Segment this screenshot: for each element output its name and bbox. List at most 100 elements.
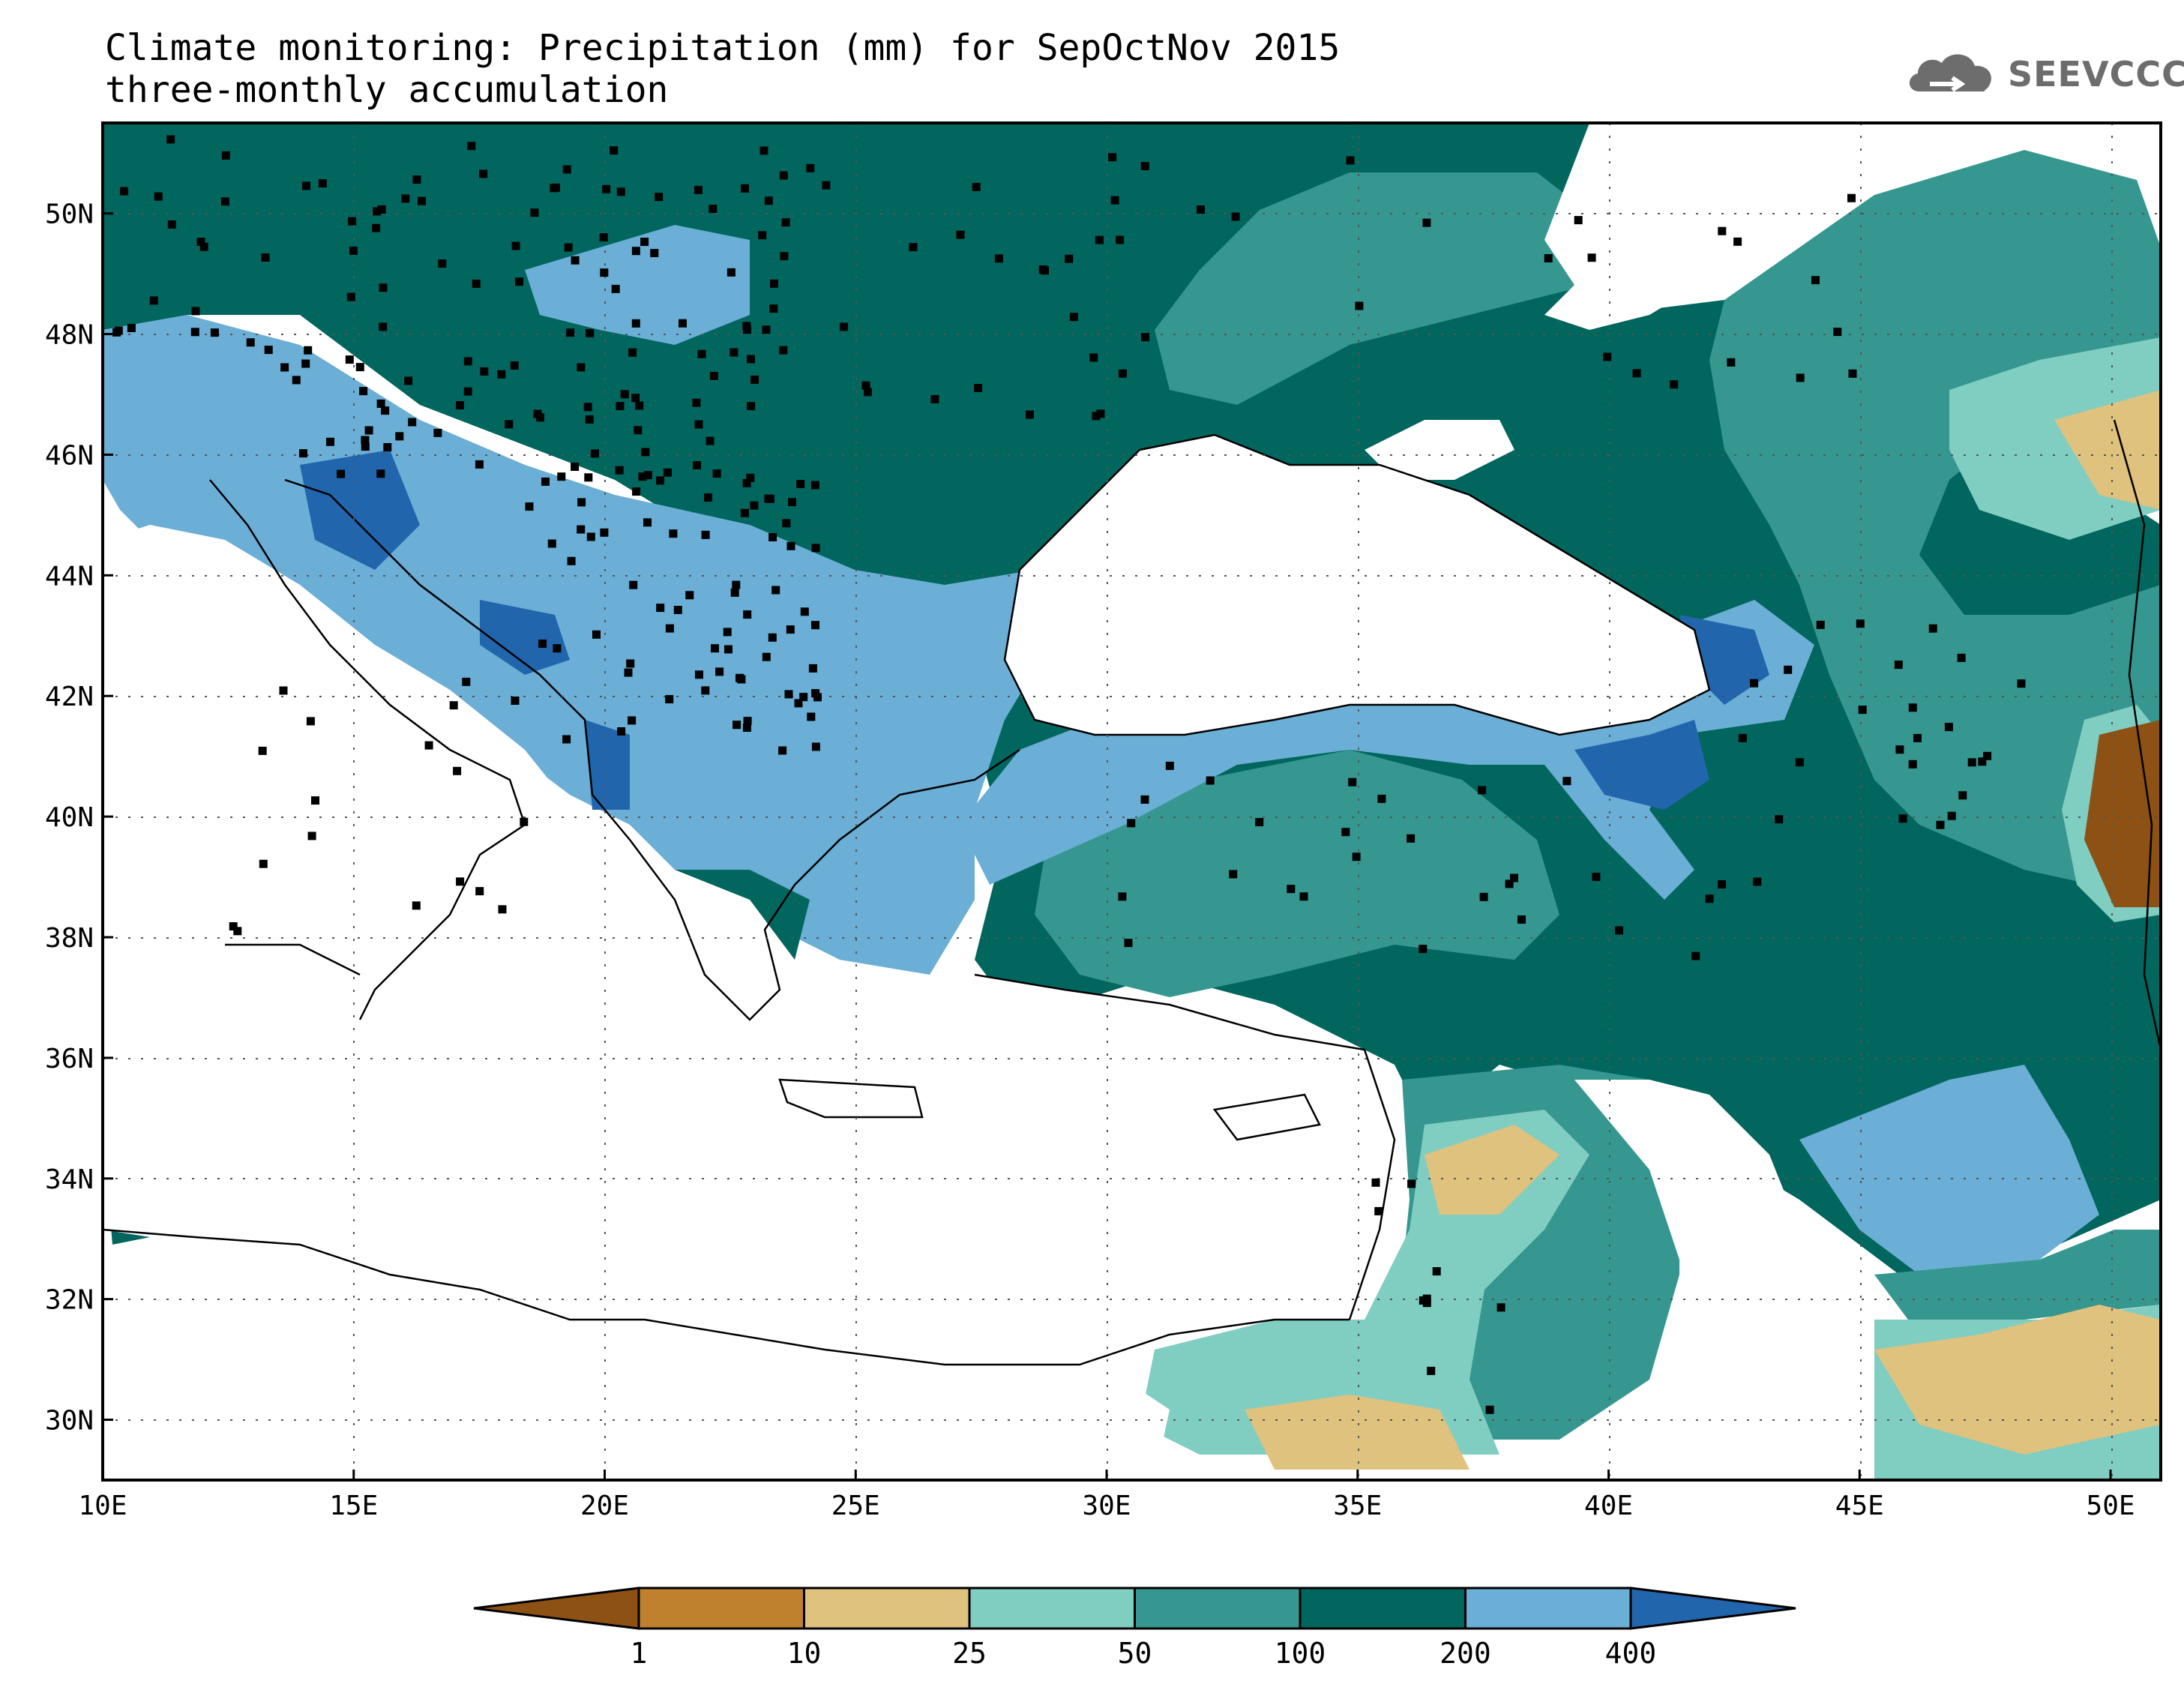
station-marker	[404, 376, 413, 385]
field-baku-1	[2084, 720, 2161, 907]
station-marker	[611, 284, 620, 293]
station-marker	[602, 184, 611, 193]
station-marker	[412, 901, 421, 910]
station-marker	[515, 277, 523, 286]
station-marker	[634, 426, 643, 435]
station-marker	[302, 181, 310, 190]
station-marker	[511, 241, 520, 250]
station-marker	[346, 292, 355, 301]
station-marker	[811, 742, 820, 751]
station-marker	[746, 473, 755, 482]
station-marker	[1718, 880, 1726, 888]
station-marker	[1422, 218, 1431, 227]
station-marker	[806, 163, 815, 172]
station-marker	[743, 325, 751, 334]
lat-tick-label: 32N	[45, 1285, 94, 1316]
station-marker	[1038, 265, 1047, 274]
station-marker	[355, 363, 364, 372]
station-marker	[533, 409, 542, 418]
station-marker	[1753, 877, 1762, 886]
station-marker	[577, 363, 586, 372]
station-marker	[233, 927, 242, 936]
station-marker	[1847, 193, 1856, 202]
field-anatolia-100	[1035, 750, 1559, 997]
station-marker	[768, 533, 777, 541]
station-marker	[727, 268, 735, 277]
station-marker	[765, 494, 774, 503]
field-albania-400	[585, 720, 630, 810]
station-marker	[669, 529, 678, 538]
station-marker	[2017, 679, 2026, 688]
station-marker	[583, 403, 592, 412]
station-marker	[1407, 1179, 1416, 1188]
station-marker	[120, 187, 128, 196]
field-levant-25	[1425, 1125, 1559, 1215]
station-marker	[1894, 661, 1903, 670]
station-marker	[586, 532, 595, 541]
station-marker	[364, 426, 373, 435]
station-marker	[1419, 945, 1428, 954]
station-marker	[541, 477, 550, 486]
station-marker	[547, 539, 556, 548]
mask-azov	[1365, 420, 1514, 480]
precipitation-fields	[103, 123, 2161, 1480]
station-marker	[318, 179, 327, 187]
station-markers	[112, 135, 2026, 1414]
station-marker	[1913, 733, 1922, 742]
station-marker	[348, 217, 357, 226]
station-marker	[1908, 760, 1917, 769]
station-marker	[191, 307, 200, 316]
station-marker	[1496, 1303, 1505, 1312]
colorbar-label: 200	[1440, 1637, 1491, 1670]
station-marker	[349, 246, 358, 255]
station-marker	[1374, 1206, 1383, 1215]
station-marker	[475, 460, 484, 469]
station-marker	[1118, 892, 1127, 901]
station-marker	[1432, 1267, 1441, 1276]
station-marker	[449, 701, 458, 710]
station-marker	[694, 420, 703, 429]
mask-africa	[103, 1245, 1170, 1480]
map-frame	[101, 121, 2162, 1482]
station-marker	[624, 668, 633, 677]
station-marker	[786, 541, 795, 550]
station-marker	[635, 401, 644, 410]
station-marker	[1848, 369, 1857, 378]
station-marker	[781, 218, 790, 227]
station-marker	[808, 664, 817, 673]
station-marker	[585, 415, 594, 424]
station-marker	[1858, 706, 1867, 715]
station-marker	[811, 689, 820, 698]
station-marker	[732, 721, 741, 730]
station-marker	[1377, 794, 1386, 803]
lat-tick-label: 40N	[45, 802, 94, 833]
station-marker	[571, 256, 580, 265]
coastlines	[103, 419, 2161, 1366]
field-dalmatia-400	[480, 600, 570, 675]
station-marker	[712, 469, 721, 478]
station-marker	[258, 746, 267, 755]
station-marker	[1110, 196, 1119, 205]
station-marker	[1108, 153, 1117, 162]
station-marker	[656, 604, 665, 613]
colorbar-extend-high	[1629, 1587, 1796, 1630]
station-marker	[167, 220, 176, 229]
station-marker	[259, 859, 268, 868]
station-marker	[467, 142, 476, 151]
colorbar-bin	[803, 1587, 971, 1630]
colorbar-label: 10	[787, 1637, 822, 1670]
italy-coast	[209, 479, 526, 1020]
station-marker	[1419, 1296, 1428, 1305]
station-marker	[655, 193, 664, 202]
station-marker	[974, 384, 983, 392]
station-marker	[709, 205, 718, 213]
station-marker	[800, 607, 809, 616]
station-marker	[1816, 620, 1825, 629]
station-marker	[264, 346, 273, 355]
station-marker	[525, 502, 534, 511]
station-marker	[453, 766, 462, 775]
station-marker	[520, 817, 529, 826]
station-marker	[786, 625, 795, 634]
station-marker	[1936, 820, 1945, 829]
